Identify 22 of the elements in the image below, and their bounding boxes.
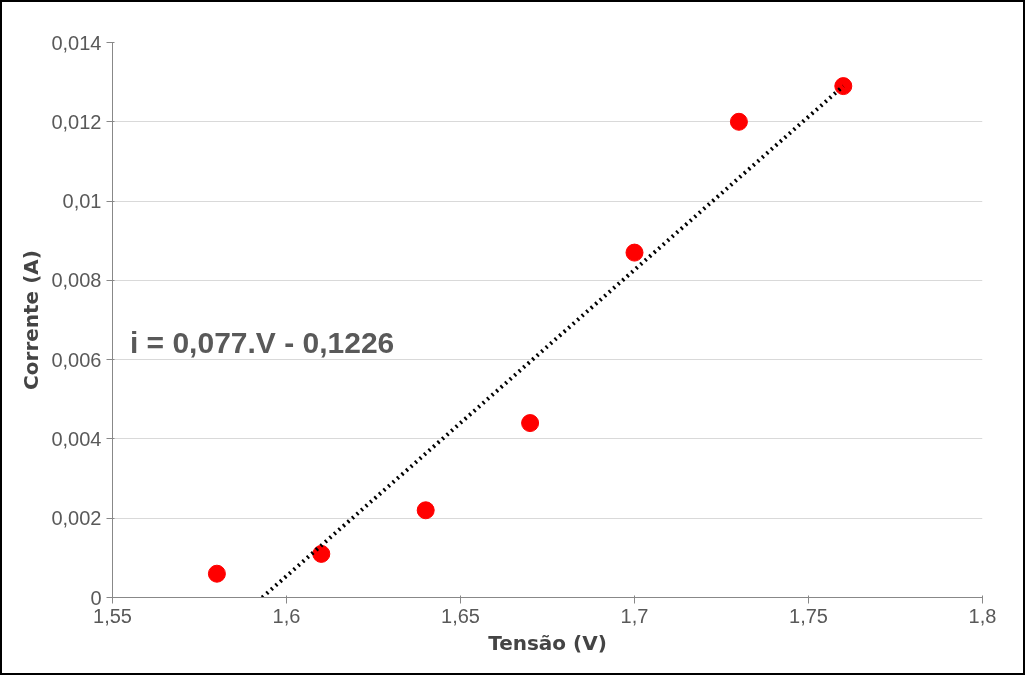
point (729, 112, 748, 131)
x-tick-label: 1,65 (441, 604, 480, 627)
y-tick-label: 0,008 (51, 269, 102, 292)
x-tick-label: 1,8 (968, 604, 997, 627)
y-tick-label: 0,012 (51, 110, 102, 133)
x-tick-label: 1,75 (789, 604, 828, 627)
point (312, 544, 331, 563)
point (521, 414, 540, 433)
point (625, 243, 644, 262)
point (207, 564, 226, 583)
x-tick-label: 1,6 (272, 604, 301, 627)
annotation: i = 0,077.V - 0,1226 (129, 325, 395, 359)
point (416, 501, 435, 520)
y-tick-label: 0,014 (51, 31, 102, 54)
point (834, 77, 853, 96)
y-tick-label: 0,01 (62, 190, 102, 213)
y-tick-label: 0,004 (51, 427, 102, 450)
x-axis-title: Tensão (V) (488, 630, 607, 655)
y-axis-title: Corrente (A) (19, 250, 44, 390)
y-tick-label: 0,006 (51, 348, 102, 371)
x-tick-label: 1,7 (620, 604, 649, 627)
y-tick-label: 0,002 (51, 507, 102, 530)
